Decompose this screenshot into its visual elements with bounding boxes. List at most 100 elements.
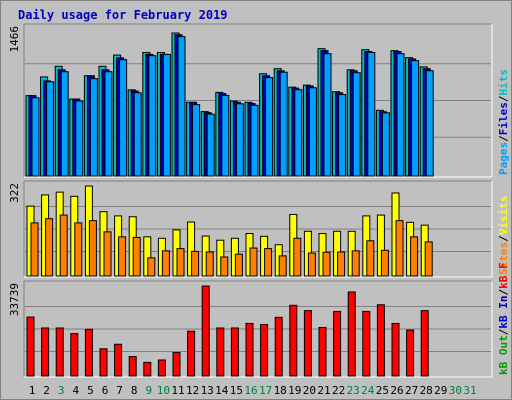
pages-bar bbox=[89, 78, 98, 177]
sites-bar bbox=[395, 220, 404, 277]
sites-bar bbox=[147, 257, 156, 277]
legend-entry: kB Out bbox=[497, 335, 510, 375]
pages-bar bbox=[367, 51, 376, 177]
legend-separator: / bbox=[497, 135, 510, 142]
day-label: 10 bbox=[157, 384, 170, 397]
day-label: 12 bbox=[186, 384, 199, 397]
day-label: 30 bbox=[449, 384, 462, 397]
sites-bar bbox=[351, 250, 360, 277]
kbf-bar bbox=[157, 359, 166, 377]
day-label: 21 bbox=[317, 384, 330, 397]
pages-bar bbox=[119, 59, 128, 177]
legend-separator: / bbox=[497, 235, 510, 242]
legend-hits-files-pages: Pages/Files/Hits bbox=[497, 69, 510, 175]
pages-bar bbox=[148, 55, 157, 177]
pages-bar bbox=[60, 71, 69, 177]
kbf-bar bbox=[201, 285, 210, 377]
legend-entry: kB F bbox=[497, 262, 510, 289]
sites-bar bbox=[205, 251, 214, 277]
legend-entry: Hits bbox=[497, 69, 510, 96]
kbf-bar bbox=[274, 316, 283, 377]
legend-entry: kB In bbox=[497, 296, 510, 329]
sites-bar bbox=[74, 222, 83, 277]
kbf-bar bbox=[420, 310, 429, 377]
pages-bar bbox=[235, 103, 244, 177]
pages-bar bbox=[352, 72, 361, 177]
day-label: 3 bbox=[58, 384, 65, 397]
day-label: 25 bbox=[376, 384, 389, 397]
day-label: 7 bbox=[116, 384, 123, 397]
kbf-bar bbox=[245, 322, 254, 377]
pages-bar bbox=[177, 36, 186, 177]
day-label: 5 bbox=[87, 384, 94, 397]
day-label: 19 bbox=[288, 384, 301, 397]
day-label: 15 bbox=[230, 384, 243, 397]
pages-bar bbox=[133, 92, 142, 177]
legend-separator: / bbox=[497, 328, 510, 335]
kbf-bar bbox=[260, 324, 269, 377]
sites-bar bbox=[118, 236, 127, 277]
day-label: 23 bbox=[347, 384, 360, 397]
sites-bar bbox=[45, 218, 54, 277]
scale-label: 322 bbox=[8, 183, 21, 203]
sites-bar bbox=[88, 220, 97, 277]
day-label: 8 bbox=[131, 384, 138, 397]
kbf-bar bbox=[99, 348, 108, 377]
sites-bar bbox=[322, 251, 331, 277]
day-label: 18 bbox=[274, 384, 287, 397]
sites-bar bbox=[307, 252, 316, 277]
legend-entry: Files bbox=[497, 102, 510, 135]
scale-label: 1466 bbox=[8, 26, 21, 53]
sites-bar bbox=[59, 214, 68, 277]
kbf-bar bbox=[391, 322, 400, 377]
pages-bar bbox=[162, 53, 171, 177]
legend-kbf: kB Out/kB In/kB F bbox=[497, 262, 510, 375]
sites-bar bbox=[30, 222, 39, 277]
kbf-bar bbox=[303, 310, 312, 377]
kbf-bar bbox=[406, 329, 415, 377]
kbf-bar bbox=[318, 326, 327, 377]
sites-bar bbox=[103, 231, 112, 277]
pages-bar bbox=[381, 112, 390, 177]
legend-entry: Pages bbox=[497, 142, 510, 175]
chart-title: Daily usage for February 2019 bbox=[18, 8, 228, 22]
pages-bar bbox=[294, 89, 303, 177]
day-label: 9 bbox=[145, 384, 152, 397]
day-label: 20 bbox=[303, 384, 316, 397]
day-label: 22 bbox=[332, 384, 345, 397]
sites-bar bbox=[424, 241, 433, 277]
sites-bar bbox=[278, 255, 287, 277]
day-label: 11 bbox=[171, 384, 184, 397]
day-label: 13 bbox=[201, 384, 214, 397]
day-label: 16 bbox=[244, 384, 257, 397]
day-label: 1 bbox=[29, 384, 36, 397]
kbf-bar bbox=[230, 327, 239, 377]
day-label: 26 bbox=[390, 384, 403, 397]
kbf-bar bbox=[128, 356, 137, 377]
kbf-bar bbox=[187, 330, 196, 377]
legend-separator: / bbox=[497, 95, 510, 102]
pages-bar bbox=[308, 87, 317, 177]
pages-bar bbox=[192, 104, 201, 177]
kbf-bar bbox=[114, 343, 123, 377]
pages-bar bbox=[221, 94, 230, 177]
kbf-bar bbox=[216, 327, 225, 377]
day-label: 14 bbox=[215, 384, 229, 397]
pages-bar bbox=[425, 70, 434, 177]
pages-bar bbox=[75, 100, 84, 177]
kbf-bar bbox=[143, 361, 152, 377]
pages-bar bbox=[279, 71, 288, 177]
legend-separator: / bbox=[497, 289, 510, 296]
kbf-bar bbox=[289, 304, 298, 377]
day-label: 28 bbox=[420, 384, 433, 397]
sites-bar bbox=[264, 248, 273, 277]
sites-bar bbox=[380, 249, 389, 277]
kbf-bar bbox=[55, 327, 64, 377]
sites-bar bbox=[293, 237, 302, 277]
kbf-bar bbox=[347, 291, 356, 377]
pages-bar bbox=[323, 53, 332, 177]
kbf-bar bbox=[41, 327, 50, 377]
sites-bar bbox=[234, 253, 243, 277]
